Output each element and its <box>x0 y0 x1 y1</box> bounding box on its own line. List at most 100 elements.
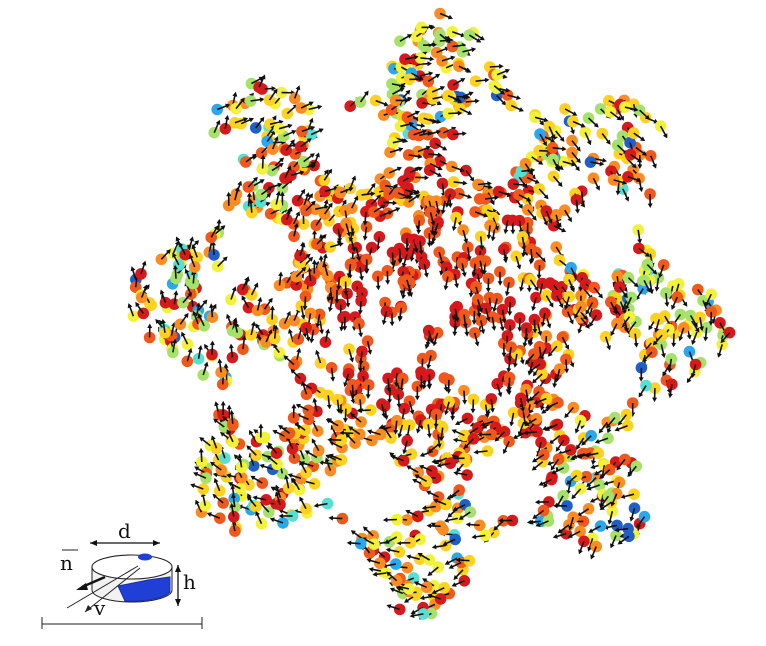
particle-arrowhead <box>418 424 424 430</box>
particle-arrow <box>348 348 353 360</box>
particle <box>211 103 231 116</box>
particle-arrowhead <box>569 319 574 325</box>
particle-arrowhead <box>644 114 650 120</box>
particle-arrowhead <box>246 445 252 451</box>
particle <box>442 107 463 120</box>
particle-arrowhead <box>444 517 449 523</box>
particle-arrow <box>379 211 391 217</box>
particle-arrow <box>583 288 592 298</box>
particle-arrow <box>247 446 257 456</box>
particle-arrowhead <box>489 408 495 413</box>
particle-arrowhead <box>345 433 351 439</box>
particle <box>633 172 645 193</box>
particle-arrow <box>520 277 525 289</box>
particle-arrowhead <box>540 405 545 411</box>
particle-arrowhead <box>606 428 612 434</box>
particle-arrowhead <box>412 478 418 484</box>
particle <box>414 474 433 488</box>
particle-arrowhead <box>443 386 449 392</box>
particle <box>610 317 623 337</box>
particle-arrowhead <box>305 192 310 198</box>
particle-arrowhead <box>375 285 381 291</box>
particle-arrow <box>484 404 488 416</box>
particle-arrowhead <box>445 38 451 44</box>
particle-arrowhead <box>425 145 431 151</box>
particle-arrow <box>308 269 312 281</box>
particle-arrow <box>462 48 474 53</box>
particle-arrow <box>131 268 137 280</box>
particle <box>633 242 650 257</box>
particle <box>555 434 570 452</box>
particle <box>522 204 537 221</box>
particle-dot <box>288 314 300 327</box>
particle-arrowhead <box>350 530 356 535</box>
particle <box>231 318 244 339</box>
particle-arrowhead <box>503 229 509 235</box>
particle <box>241 295 255 314</box>
particle-arrowhead <box>328 453 334 459</box>
particle <box>210 461 228 476</box>
particle-arrow <box>230 482 241 490</box>
particle-arrowhead <box>243 117 249 122</box>
particle-arrowhead <box>389 321 395 327</box>
particle-arrow <box>538 377 547 388</box>
particle-dot <box>472 422 484 434</box>
particle-arrow <box>513 183 525 186</box>
particle <box>281 104 298 120</box>
particle-arrowhead <box>419 595 425 601</box>
particle-dot <box>245 329 257 341</box>
particle-dot <box>423 554 436 566</box>
particle-arrowhead <box>409 191 415 197</box>
particle <box>343 343 355 363</box>
particle-arrowhead <box>474 341 480 347</box>
particle-arrow <box>261 157 264 169</box>
particle-arrow <box>480 320 484 332</box>
particle-arrow <box>659 125 667 137</box>
particle-arrowhead <box>259 463 265 469</box>
particle-arrowhead <box>197 345 203 350</box>
particle-arrow <box>276 487 282 499</box>
particle <box>292 477 306 496</box>
particle-arrowhead <box>574 428 580 434</box>
particle-arrowhead <box>293 222 299 228</box>
particle-arrow <box>316 502 328 507</box>
particle-arrowhead <box>296 347 302 353</box>
particle-arrow <box>578 508 590 516</box>
particle-arrowhead <box>427 571 433 576</box>
particle-arrow <box>323 264 329 277</box>
particle <box>373 231 386 251</box>
particle-arrow <box>451 165 463 172</box>
particle <box>299 460 313 479</box>
particle-arrowhead <box>426 490 432 496</box>
particle-arrowhead <box>445 35 451 40</box>
particle <box>442 90 462 102</box>
particle-dot <box>302 404 315 417</box>
particle-arrowhead <box>349 357 354 363</box>
particle-arrowhead <box>648 325 653 331</box>
particle-arrowhead <box>588 528 594 533</box>
particle-arrowhead <box>420 123 426 128</box>
particle-arrow <box>454 308 458 320</box>
particle-arrowhead <box>326 404 332 410</box>
particle-arrowhead <box>255 511 260 517</box>
particle-arrow <box>202 494 207 506</box>
particle-arrow <box>211 462 222 471</box>
particle-arrow <box>331 454 342 461</box>
particle-arrowhead <box>351 175 357 181</box>
particle-arrow <box>439 33 449 42</box>
particle-dot <box>403 583 415 595</box>
particle-arrow <box>404 189 416 194</box>
particle-arrowhead <box>173 290 179 296</box>
particle-arrow <box>186 350 192 362</box>
particle-arrowhead <box>436 119 442 124</box>
particle-arrow <box>659 264 665 276</box>
particle <box>255 511 268 530</box>
particle <box>237 335 249 356</box>
particle-arrow <box>508 346 512 359</box>
particle-arrow <box>281 180 292 189</box>
particle-arrowhead <box>416 428 421 434</box>
particle <box>328 512 349 525</box>
particle-arrow <box>195 501 203 513</box>
particle-arrow <box>458 559 470 562</box>
particle-arrowhead <box>370 191 376 197</box>
